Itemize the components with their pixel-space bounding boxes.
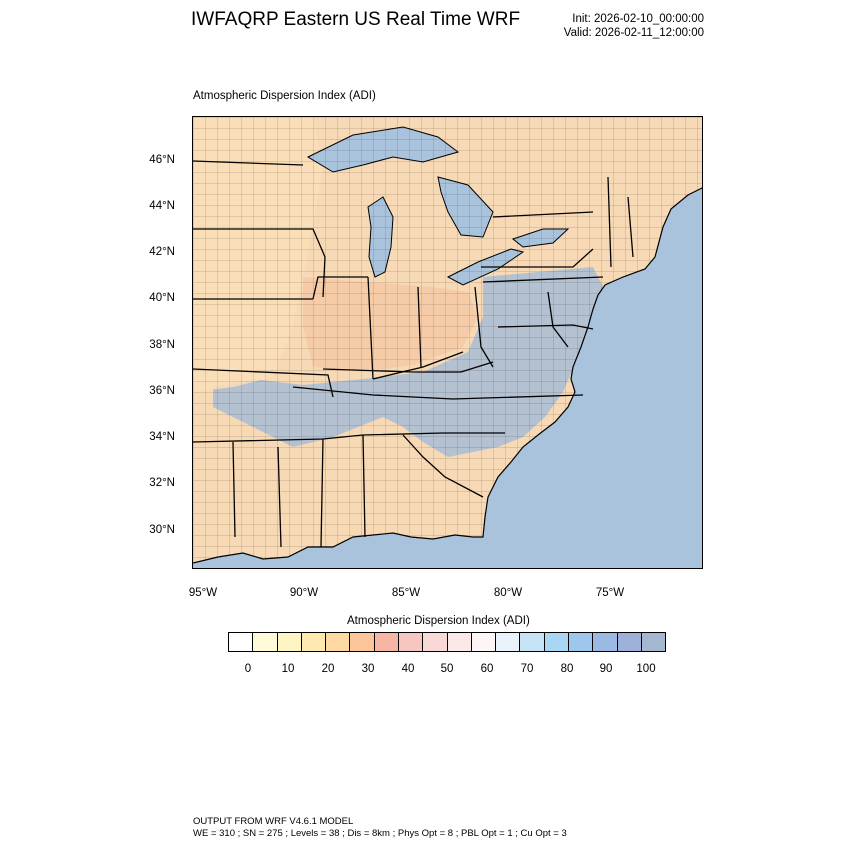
state-boundaries <box>193 160 634 548</box>
colorbar-tick: 0 <box>244 663 252 675</box>
colorbar-swatch <box>301 633 327 651</box>
lon-label-95: 95°W <box>188 587 218 599</box>
colorbar-swatch <box>593 633 618 651</box>
plot-title: IWFAQRP Eastern US Real Time WRF <box>191 9 521 30</box>
colorbar-tick: 40 <box>401 663 415 675</box>
colorbar-tick: 70 <box>520 663 534 675</box>
lat-label-34: 34°N <box>149 431 175 443</box>
lat-label-38: 38°N <box>149 339 175 351</box>
colorbar <box>228 632 666 652</box>
model-info-line2: WE = 310 ; SN = 275 ; Levels = 38 ; Dis … <box>193 828 567 839</box>
colorbar-swatch <box>374 633 399 651</box>
colorbar-tick: 10 <box>281 663 295 675</box>
lat-label-30: 30°N <box>149 524 175 536</box>
coastline <box>193 187 702 564</box>
colorbar-swatch <box>520 633 545 651</box>
colorbar-swatch <box>496 633 521 651</box>
colorbar-tick: 20 <box>321 663 335 675</box>
lat-label-40: 40°N <box>149 292 175 304</box>
county-boundaries <box>193 117 702 563</box>
colorbar-swatch <box>447 633 472 651</box>
lon-label-90: 90°W <box>289 587 319 599</box>
colorbar-swatch <box>471 633 497 651</box>
colorbar-tick: 60 <box>480 663 494 675</box>
map-subtitle: Atmospheric Dispersion Index (ADI) <box>193 90 376 102</box>
map-svg <box>193 117 702 568</box>
colorbar-tick: 30 <box>361 663 375 675</box>
lat-label-36: 36°N <box>149 385 175 397</box>
colorbar-tick: 50 <box>440 663 454 675</box>
colorbar-tick: 90 <box>599 663 613 675</box>
colorbar-swatch <box>617 633 642 651</box>
colorbar-title: Atmospheric Dispersion Index (ADI) <box>347 615 530 627</box>
lon-label-80: 80°W <box>493 587 523 599</box>
lat-label-46: 46°N <box>149 154 175 166</box>
colorbar-swatch <box>229 633 254 651</box>
lat-label-32: 32°N <box>149 477 175 489</box>
colorbar-swatch <box>253 633 278 651</box>
colorbar-tick: 100 <box>636 663 656 675</box>
lat-label-42: 42°N <box>149 246 175 258</box>
colorbar-swatch <box>568 633 594 651</box>
colorbar-tick: 80 <box>560 663 574 675</box>
colorbar-swatch <box>641 633 666 651</box>
valid-time: Valid: 2026-02-11_12:00:00 <box>563 27 704 39</box>
colorbar-swatch <box>544 633 569 651</box>
init-time: Init: 2026-02-10_00:00:00 <box>572 13 704 25</box>
map-panel <box>192 116 703 569</box>
colorbar-swatch <box>277 633 302 651</box>
model-info-line1: OUTPUT FROM WRF V4.6.1 MODEL <box>193 816 354 827</box>
colorbar-swatch <box>423 633 448 651</box>
lon-label-85: 85°W <box>391 587 421 599</box>
colorbar-swatch <box>326 633 351 651</box>
lat-label-44: 44°N <box>149 200 175 212</box>
colorbar-swatch <box>350 633 375 651</box>
lon-label-75: 75°W <box>595 587 625 599</box>
colorbar-swatch <box>398 633 424 651</box>
